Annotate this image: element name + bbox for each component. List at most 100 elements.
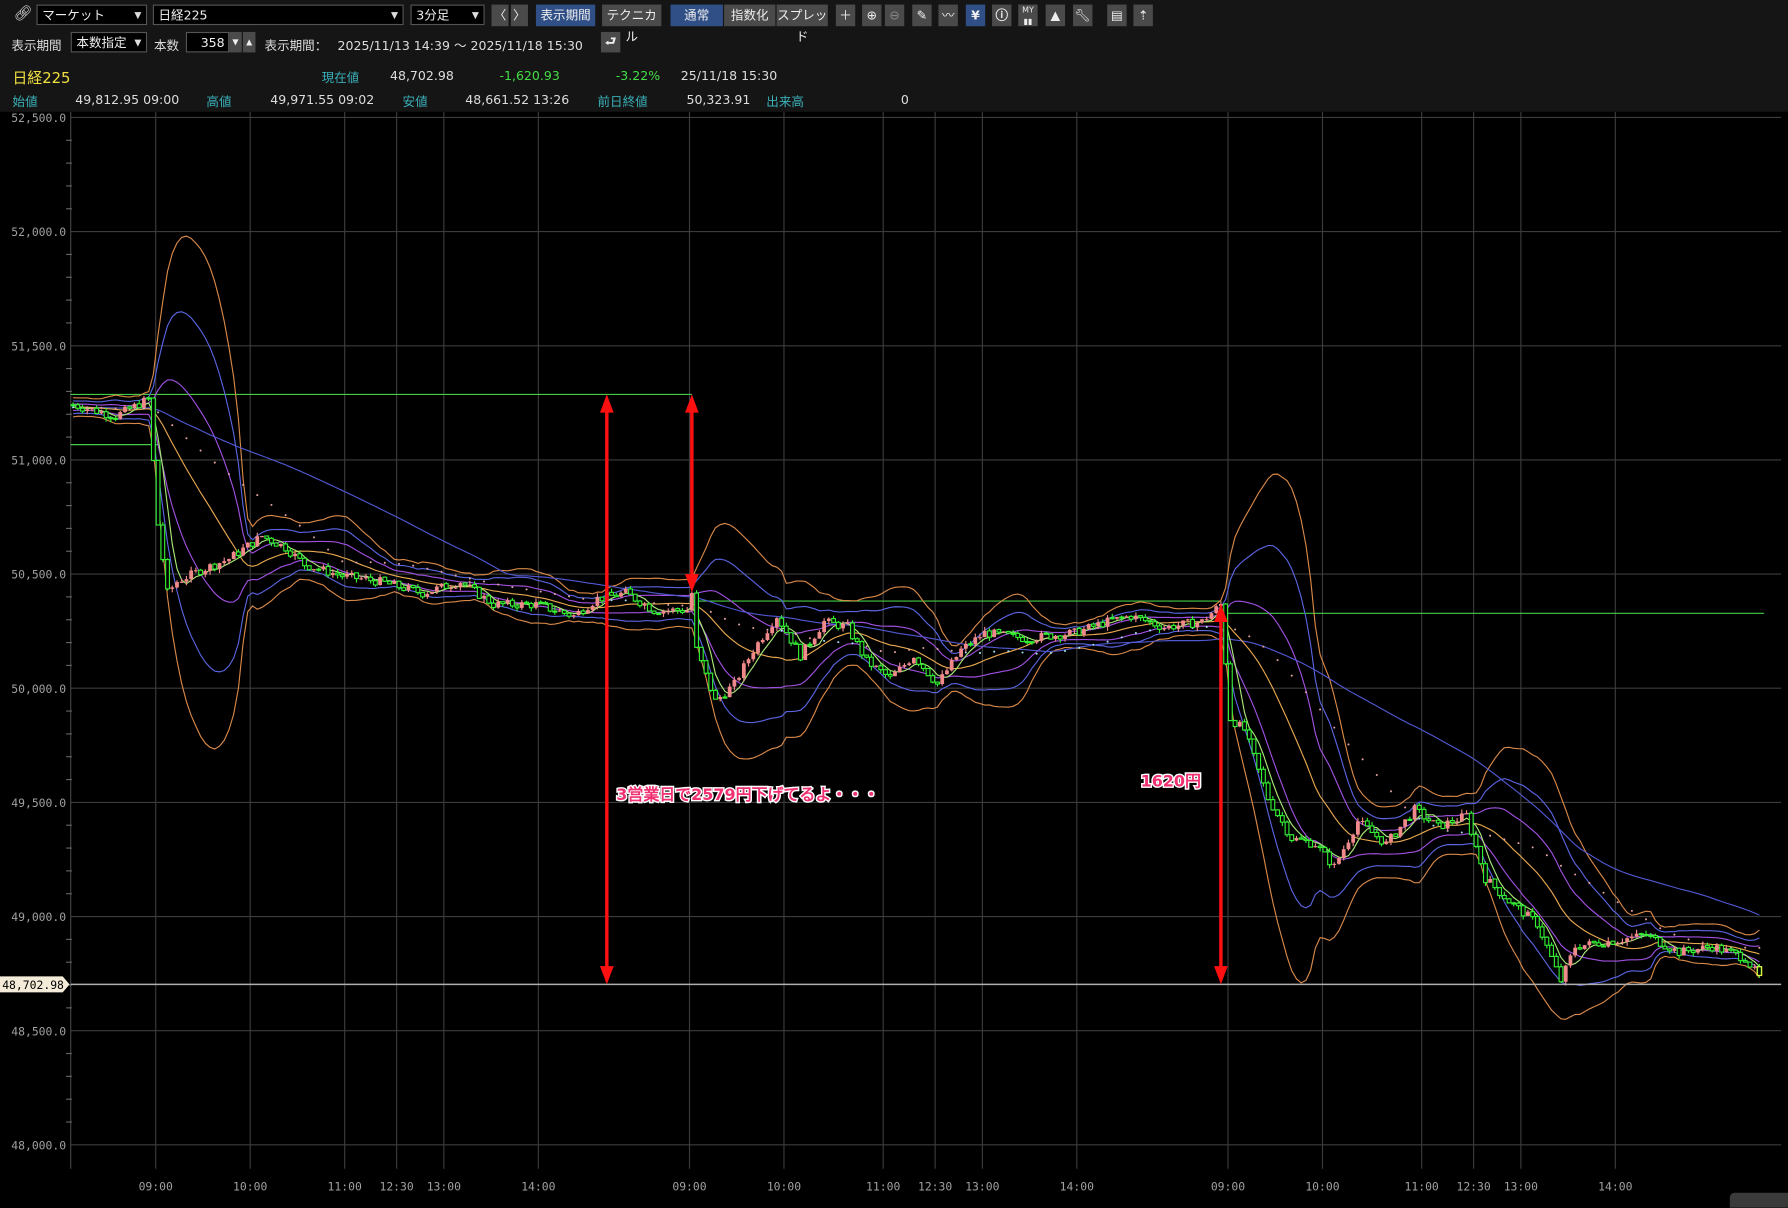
candle-body-up xyxy=(1672,948,1677,951)
count-input[interactable]: 358 xyxy=(185,31,230,53)
candle-body-down xyxy=(1369,825,1375,834)
candle xyxy=(751,649,756,662)
candle-body-down xyxy=(1043,632,1049,635)
candle-body-up xyxy=(312,569,316,571)
print-icon[interactable]: ▤ xyxy=(1107,4,1127,27)
candle-body-down xyxy=(694,592,700,648)
market-select[interactable]: マーケット ▼ xyxy=(36,4,148,26)
count-increment-button[interactable]: ▲ xyxy=(242,31,256,53)
info-icon[interactable]: ⓘ xyxy=(992,4,1012,27)
sar-dot xyxy=(1205,625,1208,628)
sar-dot xyxy=(100,406,103,409)
sar-dot xyxy=(511,586,514,589)
prev-close-value: 50,323.91 xyxy=(686,92,751,108)
arrow-head-down xyxy=(685,574,699,593)
next-button[interactable]: 〉 xyxy=(510,4,528,27)
x-tick-label: 14:00 xyxy=(1060,1179,1094,1193)
range-label: 表示期間： xyxy=(264,38,328,54)
candle xyxy=(430,591,434,595)
candle-body-down xyxy=(996,629,1002,633)
sar-dot xyxy=(610,599,613,602)
normal-mode-button[interactable]: 通常 xyxy=(670,4,723,27)
wrench-icon[interactable]: 🔧︎ xyxy=(1073,4,1093,27)
index-mode-button[interactable]: 指数化 xyxy=(724,4,776,27)
prev-button[interactable]: 〈 xyxy=(491,4,509,27)
candle-body-up xyxy=(1067,629,1072,636)
candle-body-down xyxy=(1553,955,1559,968)
candle-body-up xyxy=(963,643,968,649)
candle xyxy=(1549,942,1555,957)
candle xyxy=(959,645,963,658)
area-chart-icon[interactable]: ▲ xyxy=(1045,4,1066,27)
candle-body-up xyxy=(727,686,732,698)
candle-body-down xyxy=(986,630,992,638)
reset-period-icon[interactable]: ⮐ xyxy=(600,31,621,53)
candle xyxy=(770,623,775,636)
price-chart[interactable]: 52,500.0 52,000.0 51,500.0 51,000.0 50,500.0… xyxy=(0,111,1788,1208)
candle xyxy=(439,583,444,589)
candle-body-up xyxy=(1573,947,1578,956)
candle xyxy=(1672,946,1677,953)
candle-body-down xyxy=(1090,623,1096,627)
candle-body-down xyxy=(1648,934,1654,938)
crosshair-icon[interactable]: ＋ xyxy=(835,4,856,27)
candle-body-up xyxy=(1086,624,1091,629)
period-mode-select[interactable]: 本数指定 ▼ xyxy=(70,31,148,53)
candle xyxy=(746,657,751,667)
candle-body-up xyxy=(1398,826,1403,837)
candle-body-down xyxy=(1109,617,1115,620)
candle xyxy=(1209,611,1214,620)
y-tick-label: 51,500.0 xyxy=(11,339,66,353)
candle-body-down xyxy=(1676,947,1682,957)
period-label: 表示期間 xyxy=(11,38,62,54)
export-icon[interactable]: ⇡ xyxy=(1133,4,1153,27)
sar-dot xyxy=(582,597,585,600)
candle-body-down xyxy=(146,397,152,400)
candle xyxy=(1029,640,1035,645)
candle-body-up xyxy=(893,672,897,677)
candle-body-down xyxy=(339,574,345,578)
scroll-corner-button[interactable] xyxy=(1729,1192,1788,1208)
period-button[interactable]: 表示期間 xyxy=(535,4,596,27)
pencil-icon[interactable]: ✎ xyxy=(912,4,932,27)
candle xyxy=(1625,937,1630,946)
yen-icon[interactable]: ¥ xyxy=(965,4,986,27)
candle xyxy=(1246,728,1252,744)
symbol-select[interactable]: 日経225 ▼ xyxy=(152,4,404,26)
candle-body-down xyxy=(1048,633,1054,640)
candle-body-up xyxy=(1351,834,1356,843)
sar-dot xyxy=(539,590,542,593)
candle-body-up xyxy=(1039,633,1044,641)
candle xyxy=(1242,718,1247,732)
candle xyxy=(99,409,104,415)
zoom-out-icon[interactable]: ⊖ xyxy=(884,4,905,27)
candle-body-up xyxy=(822,620,827,633)
candle xyxy=(70,402,76,407)
sar-dot xyxy=(157,411,160,414)
candle-body-down xyxy=(80,407,85,412)
wave-cursor-icon[interactable]: 〰 xyxy=(938,4,958,27)
interval-select[interactable]: 3分足 ▼ xyxy=(410,4,485,26)
candle-body-down xyxy=(524,601,529,605)
candle xyxy=(1133,612,1138,623)
link-icon[interactable]: 🔗︎ xyxy=(13,5,33,23)
upper-band-2sigma xyxy=(73,311,1760,941)
candle-body-down xyxy=(916,657,922,665)
candle-body-down xyxy=(930,675,936,683)
candle-body-up xyxy=(184,579,189,582)
candle-body-down xyxy=(127,406,133,409)
count-decrement-button[interactable]: ▼ xyxy=(229,31,242,53)
sar-dot xyxy=(1659,927,1662,930)
my-chart-icon[interactable]: MY ▮▮ xyxy=(1018,4,1038,26)
current-price-tag xyxy=(0,976,70,993)
candle-body-down xyxy=(108,417,114,420)
spread-mode-button[interactable]: スプレッド xyxy=(776,4,828,44)
candle-body-up xyxy=(1346,842,1351,850)
chevron-down-icon: ▼ xyxy=(134,10,142,21)
candle-body-down xyxy=(1270,799,1276,811)
sar-dot xyxy=(298,524,301,527)
zoom-in-icon[interactable]: ⊕ xyxy=(862,4,882,27)
candle xyxy=(1534,915,1540,929)
candle-body-down xyxy=(703,660,709,674)
technical-button[interactable]: テクニカル xyxy=(602,4,662,44)
